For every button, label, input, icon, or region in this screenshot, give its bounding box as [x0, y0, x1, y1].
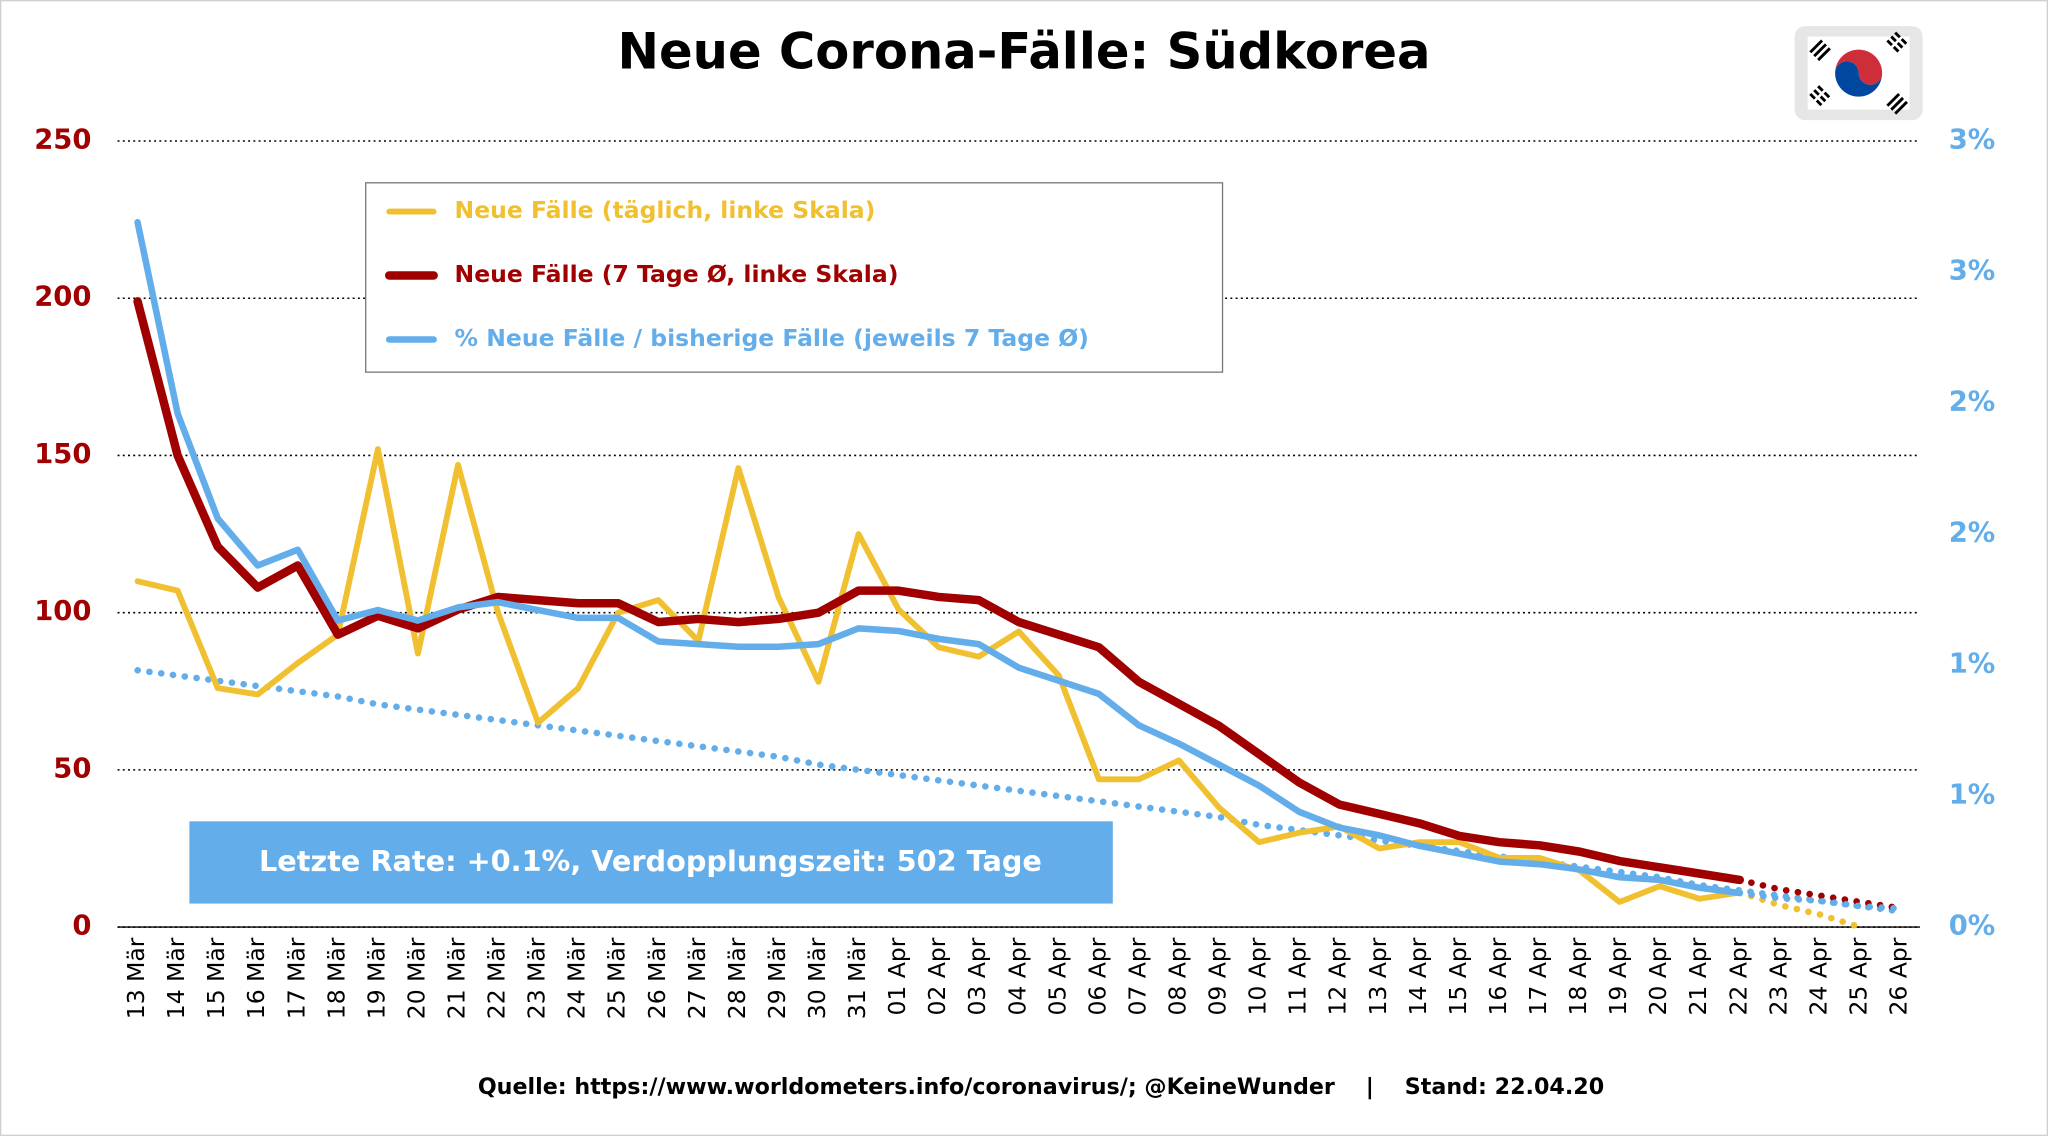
x-tick-label: 27 Mär — [683, 937, 711, 1019]
line — [133, 297, 1744, 885]
legend-label: % Neue Fälle / bisherige Fälle (jeweils … — [455, 324, 1089, 352]
chart-title: Neue Corona-Fälle: Südkorea — [617, 22, 1430, 80]
x-tick-label: 04 Apr — [1003, 937, 1031, 1015]
y2-tick-label: 1% — [1949, 780, 1996, 811]
x-tick-label: 02 Apr — [923, 937, 951, 1015]
y-tick-label: 0 — [72, 911, 91, 942]
y-tick-label: 200 — [34, 282, 91, 313]
plot: 0 50 100 150 200 250 0% 1% 1% 2% 2% 3% 3% 13 Mär 14 Mä… — [34, 125, 1995, 1020]
x-tick-label: 17 Mär — [282, 937, 310, 1019]
y2-tick-label: 2% — [1949, 518, 1996, 549]
x-tick-label: 24 Mär — [563, 937, 591, 1019]
x-tick-label: 12 Apr — [1324, 937, 1352, 1015]
line — [134, 218, 1744, 897]
x-tick-label: 20 Mär — [402, 937, 430, 1019]
y-tick-label: 50 — [53, 753, 91, 784]
x-tick-label: 07 Apr — [1123, 937, 1151, 1015]
y2-tick-label: 1% — [1949, 649, 1996, 680]
y2-tick-label: 0% — [1949, 911, 1996, 942]
y2-tick-label: 3% — [1949, 125, 1996, 156]
line — [134, 446, 1743, 905]
x-tick-label: 16 Mär — [242, 937, 270, 1019]
x-tick-label: 25 Mär — [603, 937, 631, 1019]
annotation-box — [189, 821, 1113, 904]
dotted-line — [1736, 889, 1864, 931]
x-tick-label: 01 Apr — [883, 937, 911, 1015]
x-tick-label: 03 Apr — [963, 937, 991, 1015]
x-tick-label: 29 Mär — [763, 937, 791, 1019]
x-tick-label: 21 Mär — [443, 937, 471, 1019]
x-tick-label: 23 Mär — [523, 937, 551, 1019]
dotted-line — [134, 667, 1904, 915]
x-tick-label: 19 Apr — [1604, 937, 1632, 1015]
flag — [1794, 26, 1923, 121]
x-tick-label: 22 Apr — [1724, 937, 1752, 1015]
x-tick-label: 30 Mär — [803, 937, 831, 1019]
x-tick-label: 18 Apr — [1564, 937, 1592, 1015]
y-tick-label: 100 — [34, 596, 91, 627]
y-tick-label: 150 — [34, 439, 91, 470]
dotted-line — [1736, 876, 1904, 912]
x-tick-label: 28 Mär — [723, 937, 751, 1019]
x-tick-label: 25 Apr — [1844, 937, 1872, 1015]
annotation: Letzte Rate: +0.1%, Verdopplungszeit: 50… — [259, 844, 1042, 878]
x-tick-label: 24 Apr — [1804, 937, 1832, 1015]
source: Quelle: https://www.worldometers.info/co… — [478, 1074, 1604, 1100]
legend-label: Neue Fälle (täglich, linke Skala) — [455, 196, 876, 224]
legend-box — [365, 182, 1224, 373]
x-tick-label: 15 Mär — [202, 937, 230, 1019]
x-tick-label: 09 Apr — [1204, 937, 1232, 1015]
x-tick-label: 14 Apr — [1404, 937, 1432, 1015]
x-tick-label: 10 Apr — [1244, 937, 1272, 1015]
dotted-line — [1736, 889, 1904, 912]
y2-tick-label: 2% — [1949, 387, 1996, 418]
x-tick-label: 26 Mär — [643, 937, 671, 1019]
x-tick-label: 08 Apr — [1163, 937, 1191, 1015]
y2-tick-label: 3% — [1949, 256, 1996, 287]
x-tick-label: 17 Apr — [1524, 937, 1552, 1015]
x-tick-label: 11 Apr — [1284, 937, 1312, 1015]
x-tick-label: 21 Apr — [1684, 937, 1712, 1015]
x-tick-label: 15 Apr — [1444, 937, 1472, 1015]
x-tick-label: 06 Apr — [1083, 937, 1111, 1015]
x-tick-label: 26 Apr — [1884, 937, 1912, 1015]
x-tick-label: 19 Mär — [362, 937, 390, 1019]
x-tick-label: 14 Mär — [162, 937, 190, 1019]
y-tick-label: 250 — [34, 125, 91, 156]
x-tick-label: 13 Mär — [122, 937, 150, 1019]
x-tick-label: 18 Mär — [322, 937, 350, 1019]
x-tick-label: 23 Apr — [1764, 937, 1792, 1015]
legend-label: Neue Fälle (7 Tage Ø, linke Skala) — [455, 260, 899, 288]
x-tick-label: 05 Apr — [1043, 937, 1071, 1015]
x-tick-label: 20 Apr — [1644, 937, 1672, 1015]
x-tick-label: 22 Mär — [483, 937, 511, 1019]
x-tick-label: 31 Mär — [843, 937, 871, 1019]
x-tick-label: 16 Apr — [1484, 937, 1512, 1015]
x-tick-label: 13 Apr — [1364, 937, 1392, 1015]
